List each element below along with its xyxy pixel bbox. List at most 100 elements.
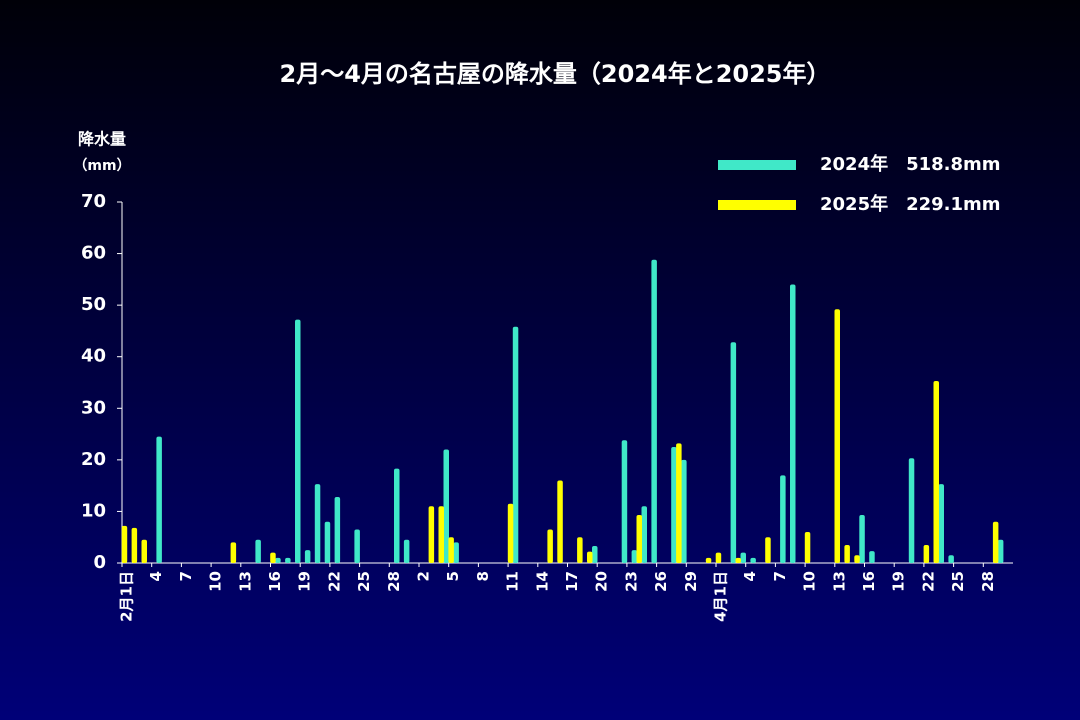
bar	[908, 458, 915, 563]
x-tick-label: 10	[801, 571, 819, 592]
y-tick-label: 0	[93, 552, 106, 573]
x-tick-label: 11	[504, 571, 522, 592]
bar	[997, 539, 1004, 563]
bar	[324, 521, 331, 563]
x-tick-label: 7	[177, 571, 195, 581]
bar	[765, 537, 771, 563]
bar	[255, 539, 261, 563]
x-tick-label: 8	[474, 571, 492, 581]
x-tick-label: 2	[414, 571, 432, 581]
chart-title: 2月～4月の名古屋の降水量（2024年と2025年）	[280, 60, 831, 88]
y-tick-label: 40	[81, 346, 106, 367]
bar	[636, 515, 642, 563]
x-tick-label: 26	[652, 571, 670, 592]
x-tick-label: 16	[266, 571, 284, 592]
bar	[740, 552, 746, 563]
bar	[592, 545, 598, 563]
bar	[804, 532, 811, 563]
x-tick-label: 23	[622, 571, 640, 592]
x-tick-label: 22	[325, 571, 343, 592]
y-tick-label: 30	[81, 397, 106, 418]
y-tick-label: 10	[81, 500, 106, 521]
bar	[438, 506, 444, 563]
bar	[557, 480, 563, 563]
bar	[730, 342, 737, 563]
x-tick-label: 4	[741, 571, 759, 581]
bar	[641, 506, 647, 563]
bar	[141, 539, 147, 563]
bar	[834, 309, 840, 563]
bar	[304, 550, 311, 563]
bar	[790, 284, 796, 563]
y-tick-label: 60	[81, 243, 106, 264]
x-tick-label: 25	[949, 571, 967, 592]
bar	[735, 557, 741, 563]
y-tick-label: 20	[81, 449, 106, 470]
x-tick-label: 28	[979, 571, 997, 592]
bar	[750, 557, 756, 563]
bar	[354, 529, 360, 563]
bar	[869, 551, 875, 563]
bar	[780, 475, 786, 563]
bar	[428, 506, 435, 563]
bar	[715, 552, 722, 563]
x-tick-label: 2月1日	[117, 571, 135, 622]
bar	[403, 539, 410, 563]
x-tick-label: 25	[355, 571, 373, 592]
bar	[933, 380, 939, 563]
legend-label: 2024年 518.8mm	[820, 153, 1001, 175]
bar	[270, 552, 276, 563]
bar	[587, 551, 593, 563]
bar	[577, 537, 583, 563]
bar	[448, 537, 454, 563]
bar	[512, 326, 519, 563]
x-tick-label: 29	[682, 571, 700, 592]
bar	[156, 436, 162, 563]
y-tick-label: 70	[81, 191, 106, 212]
bar	[938, 484, 944, 563]
bar	[453, 542, 459, 563]
bar	[547, 529, 553, 563]
bar	[631, 550, 638, 563]
bar	[992, 521, 999, 563]
x-tick-label: 19	[890, 571, 908, 592]
bar	[334, 496, 341, 563]
x-tick-label: 16	[860, 571, 878, 592]
x-tick-label: 17	[563, 571, 581, 592]
y-axis-label: 降水量	[78, 130, 126, 149]
bar	[681, 459, 687, 563]
bar	[275, 557, 281, 563]
y-axis-unit: （mm）	[73, 158, 130, 174]
bar	[285, 557, 291, 563]
bar	[651, 259, 657, 563]
x-tick-label: 13	[236, 571, 254, 592]
bar	[676, 443, 682, 563]
bar	[394, 468, 400, 563]
bar	[859, 515, 865, 563]
x-tick-label: 13	[830, 571, 848, 592]
bar	[443, 449, 449, 563]
bar	[121, 525, 128, 563]
x-tick-label: 7	[771, 571, 789, 581]
bar	[923, 544, 930, 563]
bar	[621, 440, 628, 563]
bar	[507, 503, 514, 563]
bar	[230, 542, 237, 563]
x-tick-label: 10	[207, 571, 225, 592]
x-tick-label: 14	[533, 571, 551, 592]
y-tick-label: 50	[81, 294, 106, 315]
x-tick-label: 4月1日	[711, 571, 729, 622]
bar	[844, 544, 850, 563]
bar	[854, 555, 860, 563]
bar	[295, 319, 301, 563]
x-tick-label: 28	[385, 571, 403, 592]
bar	[948, 555, 954, 563]
x-tick-label: 4	[147, 571, 165, 581]
x-tick-label: 19	[296, 571, 314, 592]
bar	[131, 527, 138, 563]
bar	[671, 446, 677, 563]
x-tick-label: 22	[919, 571, 937, 592]
